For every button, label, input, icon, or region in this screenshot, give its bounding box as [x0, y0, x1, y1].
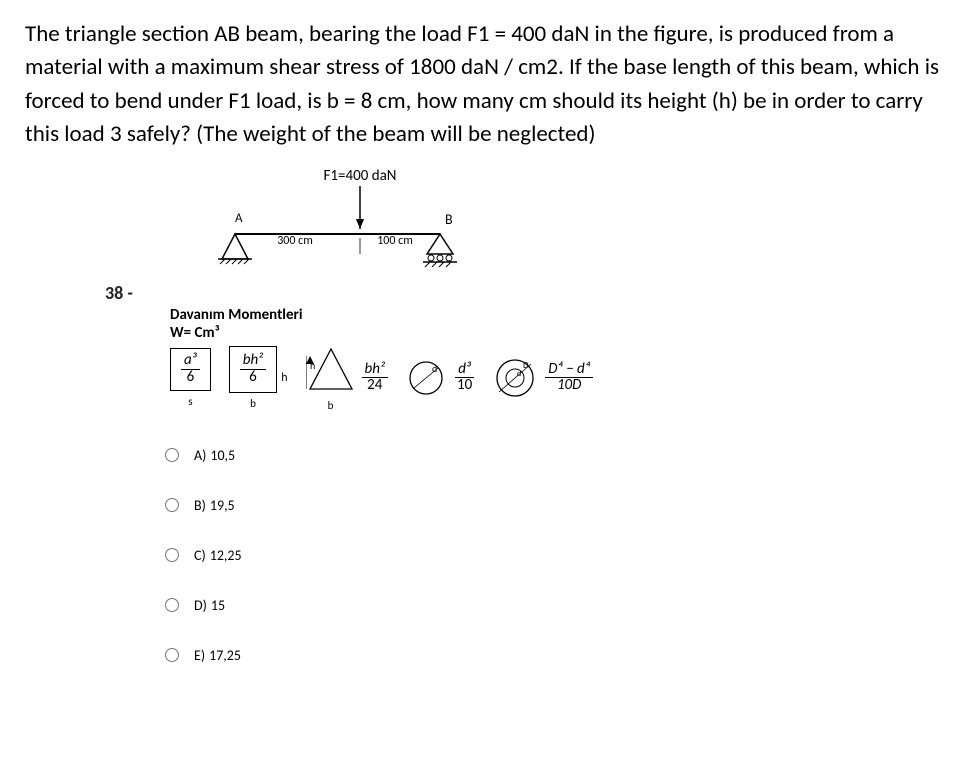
radio-c[interactable] — [165, 548, 179, 562]
radio-d[interactable] — [165, 598, 179, 612]
moment-subtitle: W= Cm³ — [170, 324, 979, 342]
option-d[interactable]: D)15 — [165, 597, 979, 614]
svg-text:d: d — [432, 362, 437, 375]
option-a[interactable]: A)10,5 — [165, 447, 979, 464]
shape-ring: D d D⁴ − d⁴10D — [493, 356, 593, 400]
question-text: The triangle section AB beam, bearing th… — [0, 0, 979, 161]
triangle-icon: h — [306, 344, 356, 394]
beam-figure: F1=400 daN A B 300 cm 100 cm — [170, 164, 530, 284]
point-a-label: A — [235, 211, 243, 226]
radio-e[interactable] — [165, 648, 179, 662]
shape-triangle: h b bh²24 — [306, 344, 388, 412]
svg-text:h: h — [310, 359, 315, 372]
point-b-label: B — [445, 211, 453, 228]
svg-text:D: D — [523, 360, 529, 371]
content-area: F1=400 daN A B 300 cm 100 cm Davanım Mom… — [110, 169, 979, 664]
circle-icon: d — [406, 358, 446, 398]
question-number: 38 - — [105, 282, 133, 304]
shape-rect: bh²6 b h — [229, 346, 288, 410]
radio-a[interactable] — [165, 448, 179, 462]
options-list: A)10,5 B)19,5 C)12,25 D)15 E)17,25 — [165, 447, 979, 664]
span-right: 100 cm — [377, 234, 413, 248]
ring-icon: D d — [493, 356, 537, 400]
option-b[interactable]: B)19,5 — [165, 497, 979, 514]
svg-text:d: d — [517, 369, 521, 379]
span-left: 300 cm — [277, 234, 313, 248]
option-c[interactable]: C)12,25 — [165, 547, 979, 564]
shape-square: a³6 s — [170, 348, 211, 408]
moment-table: Davanım Momentleri W= Cm³ a³6 s bh²6 b h — [170, 307, 979, 412]
option-e[interactable]: E)17,25 — [165, 647, 979, 664]
radio-b[interactable] — [165, 498, 179, 512]
f1-label: F1=400 daN — [324, 167, 397, 185]
shape-circle: d d³10 — [406, 358, 475, 398]
moment-title: Davanım Momentleri — [170, 307, 979, 324]
shapes-row: a³6 s bh²6 b h — [170, 344, 979, 412]
